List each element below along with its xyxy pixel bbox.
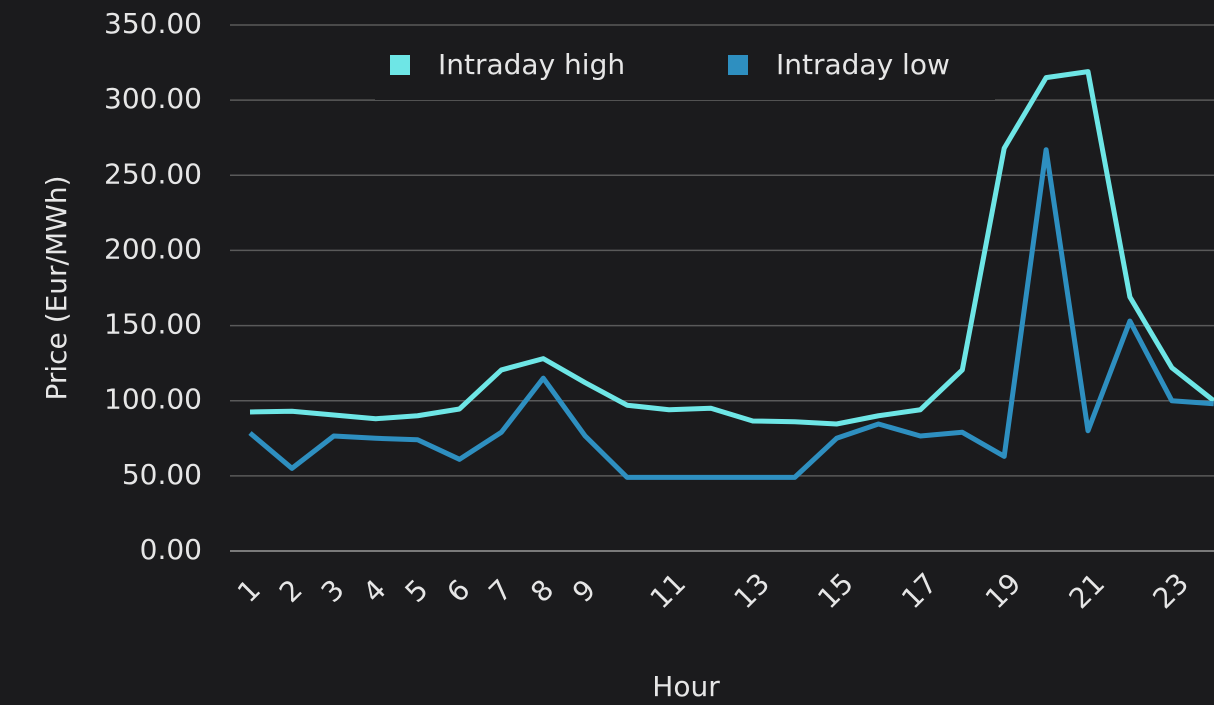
y-tick-label: 0.00 xyxy=(140,533,202,566)
legend-swatch xyxy=(390,55,410,75)
y-tick-label: 250.00 xyxy=(104,157,202,190)
legend-swatch xyxy=(728,55,748,75)
series-line xyxy=(249,69,1214,427)
legend-label: Intraday low xyxy=(776,48,950,81)
y-tick-label: 50.00 xyxy=(122,458,202,491)
legend-background xyxy=(375,40,995,100)
y-tick-label: 200.00 xyxy=(104,232,202,265)
legend-label: Intraday high xyxy=(438,48,625,81)
y-tick-label: 350.00 xyxy=(104,7,202,40)
y-tick-label: 150.00 xyxy=(104,308,202,341)
y-tick-label: 100.00 xyxy=(104,383,202,416)
y-axis-label: Price (Eur/MWh) xyxy=(40,175,73,400)
y-tick-label: 300.00 xyxy=(104,82,202,115)
series-line xyxy=(248,147,1214,480)
x-axis-label: Hour xyxy=(652,670,720,703)
